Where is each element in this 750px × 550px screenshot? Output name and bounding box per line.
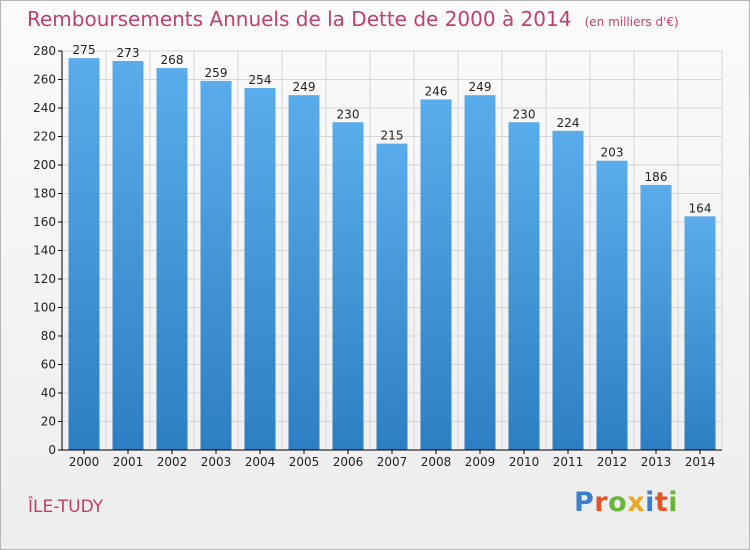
x-tick-label: 2009 — [465, 455, 496, 469]
y-tick-label: 0 — [48, 443, 56, 457]
bar-2004 — [244, 88, 276, 451]
y-tick-label: 260 — [33, 73, 56, 87]
bar-2002 — [156, 68, 188, 450]
y-tick-label: 80 — [41, 329, 56, 343]
bars — [68, 58, 716, 451]
logo-letter: x — [627, 487, 646, 518]
data-label: 273 — [117, 46, 140, 60]
data-label: 249 — [293, 80, 316, 94]
bar-2005 — [288, 95, 320, 451]
y-tick-label: 160 — [33, 215, 56, 229]
y-tick-label: 220 — [33, 130, 56, 144]
data-label: 203 — [601, 146, 624, 160]
y-tick-label: 40 — [41, 386, 56, 400]
chart-unit-note: (en milliers d'€) — [584, 15, 679, 29]
logo-letter: i — [668, 487, 679, 518]
data-label: 275 — [73, 43, 96, 57]
x-tick-label: 2008 — [421, 455, 452, 469]
y-tick-label: 120 — [33, 272, 56, 286]
data-label: 259 — [205, 66, 228, 80]
logo-letter: P — [574, 487, 595, 518]
bar-2003 — [200, 80, 232, 451]
bar-2013 — [640, 184, 672, 450]
data-label: 249 — [469, 80, 492, 94]
axes: 0 20 40 60 80 100 120 140 160 180 200 220 240 260 280 2… — [33, 44, 722, 469]
bar-2012 — [596, 160, 628, 450]
y-tick-label: 20 — [41, 415, 56, 429]
proxiti-logo[interactable]: Proxiti — [574, 487, 678, 518]
data-label: 186 — [645, 170, 668, 184]
x-tick-label: 2006 — [333, 455, 364, 469]
bar-2006 — [332, 122, 364, 450]
data-label: 230 — [337, 107, 360, 121]
logo-letter: o — [608, 487, 628, 518]
x-tick-label: 2013 — [641, 455, 672, 469]
x-tick-label: 2003 — [201, 455, 232, 469]
chart-title-block: Remboursements Annuels de la Dette de 20… — [27, 7, 679, 31]
y-tick-label: 140 — [33, 244, 56, 258]
bar-2007 — [376, 143, 408, 450]
data-labels: 275 273 268 259 254 249 230 215 246 249 230 224 203 1… — [73, 43, 712, 215]
bar-2008 — [420, 99, 452, 450]
data-label: 254 — [249, 73, 272, 87]
y-tick-label: 240 — [33, 101, 56, 115]
x-tick-label: 2014 — [685, 455, 716, 469]
data-label: 224 — [557, 116, 580, 130]
data-label: 230 — [513, 107, 536, 121]
logo-letter: i — [645, 487, 655, 518]
y-tick-label: 280 — [33, 44, 56, 58]
x-tick-label: 2002 — [157, 455, 188, 469]
data-label: 164 — [689, 201, 712, 215]
bar-2010 — [508, 122, 540, 450]
y-tick-label: 60 — [41, 358, 56, 372]
bar-2011 — [552, 130, 584, 451]
bar-2001 — [112, 60, 144, 450]
y-tick-label: 100 — [33, 301, 56, 315]
x-tick-label: 2012 — [597, 455, 628, 469]
bar-2009 — [464, 95, 496, 451]
x-tick-label: 2007 — [377, 455, 408, 469]
x-tick-label: 2005 — [289, 455, 320, 469]
bar-2000 — [68, 58, 100, 450]
commune-name: ÎLE-TUDY — [28, 497, 104, 517]
x-tick-label: 2001 — [113, 455, 144, 469]
x-tick-label: 2011 — [553, 455, 584, 469]
x-tick-label: 2010 — [509, 455, 540, 469]
data-label: 268 — [161, 53, 184, 67]
y-tick-label: 180 — [33, 187, 56, 201]
data-label: 246 — [425, 84, 448, 98]
data-label: 215 — [381, 129, 404, 143]
bar-2014 — [684, 216, 716, 450]
chart-title: Remboursements Annuels de la Dette de 20… — [27, 7, 572, 31]
x-tick-label: 2004 — [245, 455, 276, 469]
logo-letter: r — [594, 487, 609, 518]
x-tick-label: 2000 — [69, 455, 100, 469]
logo-letter: t — [654, 487, 669, 518]
y-tick-label: 200 — [33, 158, 56, 172]
